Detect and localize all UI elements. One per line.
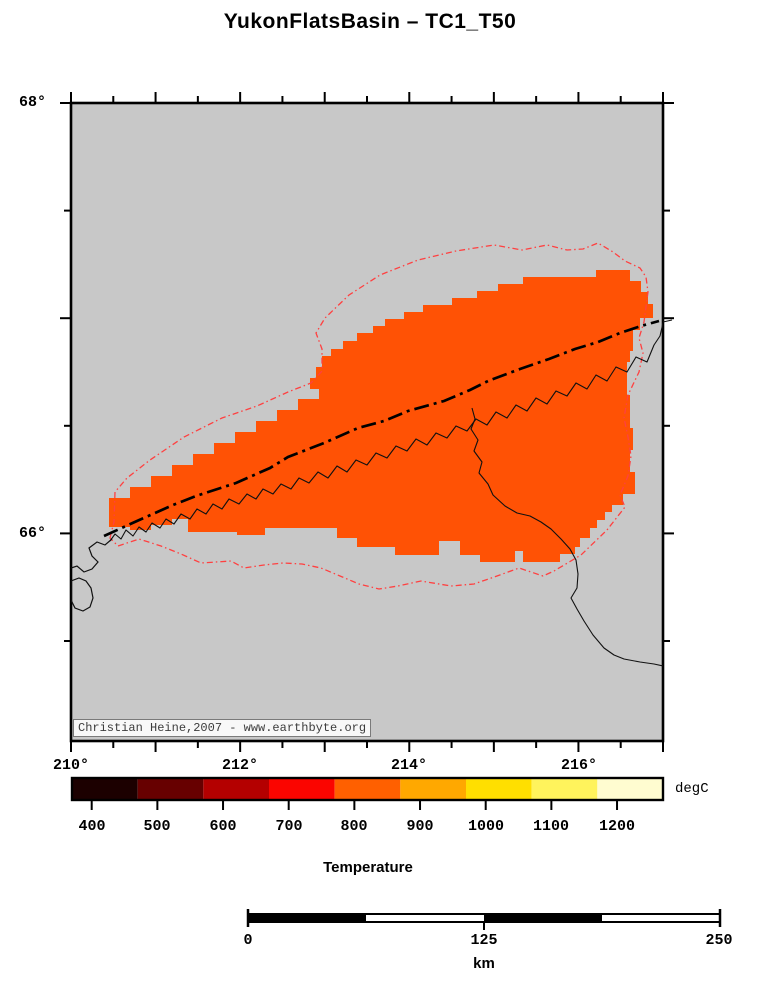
colorbar-tick-1000: 1000: [467, 818, 504, 835]
colorbar-tick-600: 600: [209, 818, 237, 835]
island: [71, 577, 94, 612]
river-edge-stub: [662, 319, 673, 323]
colorbar-tick-500: 500: [143, 818, 171, 835]
colorbar-tick-1100: 1100: [532, 818, 569, 835]
scalebar-label-0: 0: [243, 932, 253, 949]
y-axis-label-68: 68°: [18, 94, 46, 111]
scalebar-label-125: 125: [470, 932, 498, 949]
tectonic-axis-line: [103, 319, 660, 538]
colorbar-tick-400: 400: [78, 818, 106, 835]
x-axis-label-214: 214°: [390, 757, 427, 774]
colorbar-tick-900: 900: [406, 818, 434, 835]
basin-region: [109, 270, 653, 562]
distance-scalebar: [246, 909, 722, 930]
y-axis-label-66: 66°: [18, 525, 46, 542]
credit-box: Christian Heine,2007 - www.earthbyte.org: [73, 719, 372, 737]
x-axis-label-210: 210°: [52, 757, 89, 774]
figure-title: YukonFlatsBasin – TC1_T50: [223, 10, 517, 33]
scalebar-label-250: 250: [705, 932, 733, 949]
river-main: [109, 322, 663, 542]
colorbar-tick-1200: 1200: [598, 818, 635, 835]
colorbar: [70, 776, 665, 810]
coastline: [71, 538, 113, 573]
x-axis-label-212: 212°: [221, 757, 258, 774]
colorbar-tick-800: 800: [340, 818, 368, 835]
x-axis-label-216: 216°: [560, 757, 597, 774]
colorbar-unit-label: degC: [675, 781, 709, 797]
colorbar-title: Temperature: [323, 859, 413, 876]
basin-outline: [109, 242, 649, 590]
scalebar-unit-label: km: [473, 955, 495, 972]
axis-ticks: [60, 92, 674, 752]
river-branch: [470, 407, 663, 667]
colorbar-tick-700: 700: [275, 818, 303, 835]
